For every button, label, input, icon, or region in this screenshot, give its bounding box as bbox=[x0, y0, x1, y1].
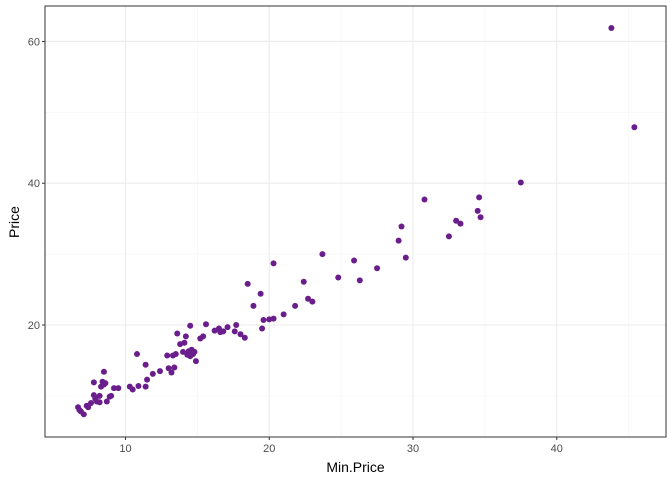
data-point bbox=[257, 290, 264, 297]
data-point bbox=[398, 223, 405, 230]
y-tick-label: 40 bbox=[28, 178, 40, 190]
data-point bbox=[90, 379, 97, 386]
data-point bbox=[292, 302, 299, 309]
data-point bbox=[88, 399, 94, 406]
data-point bbox=[395, 237, 402, 244]
data-point bbox=[172, 351, 179, 358]
data-point bbox=[244, 280, 251, 287]
data-point bbox=[108, 392, 115, 399]
data-point bbox=[164, 352, 171, 359]
data-point bbox=[374, 265, 381, 272]
data-point bbox=[305, 295, 312, 302]
data-point bbox=[351, 257, 358, 264]
x-axis-title: Min.Price bbox=[326, 459, 385, 475]
data-points bbox=[75, 24, 638, 418]
data-point bbox=[474, 207, 481, 214]
data-point bbox=[477, 214, 484, 221]
data-point bbox=[100, 368, 107, 375]
data-point bbox=[631, 124, 638, 131]
data-point bbox=[517, 179, 524, 186]
data-point bbox=[224, 324, 231, 331]
minor-gridlines bbox=[45, 6, 666, 437]
data-point bbox=[233, 321, 240, 328]
data-point bbox=[445, 233, 452, 240]
x-axis-ticks: 10 20 30 40 bbox=[119, 437, 563, 455]
y-tick-label: 60 bbox=[28, 36, 40, 48]
x-tick-label: 10 bbox=[119, 443, 131, 455]
data-point bbox=[203, 321, 209, 328]
data-point bbox=[231, 328, 238, 335]
data-point bbox=[457, 220, 464, 227]
data-point bbox=[165, 365, 172, 372]
data-point bbox=[103, 398, 110, 405]
data-point bbox=[453, 217, 460, 224]
data-point bbox=[102, 380, 109, 387]
data-point bbox=[80, 411, 87, 418]
y-tick-label: 20 bbox=[28, 320, 40, 332]
data-point bbox=[181, 339, 188, 346]
data-point bbox=[135, 382, 142, 389]
data-point bbox=[191, 348, 198, 355]
data-point bbox=[270, 315, 277, 322]
data-point bbox=[129, 386, 136, 393]
data-point bbox=[187, 322, 194, 329]
data-point bbox=[335, 274, 342, 281]
data-point bbox=[174, 330, 181, 337]
data-point bbox=[250, 302, 257, 309]
data-point bbox=[96, 399, 103, 406]
data-point bbox=[142, 361, 149, 368]
data-point bbox=[144, 376, 151, 383]
data-point bbox=[402, 254, 409, 261]
data-point bbox=[280, 311, 287, 318]
data-point bbox=[237, 331, 244, 338]
data-point bbox=[85, 404, 92, 411]
data-point bbox=[142, 383, 149, 390]
y-axis-title: Price bbox=[6, 206, 22, 238]
data-point bbox=[356, 277, 363, 284]
data-point bbox=[319, 251, 326, 258]
plot-panel-border bbox=[44, 5, 667, 438]
data-point bbox=[476, 194, 483, 201]
data-point bbox=[259, 325, 266, 332]
x-tick-label: 40 bbox=[551, 443, 563, 455]
x-tick-label: 20 bbox=[263, 443, 275, 455]
data-point bbox=[96, 392, 103, 399]
data-point bbox=[260, 317, 267, 324]
x-tick-label: 30 bbox=[407, 443, 419, 455]
data-point bbox=[608, 24, 615, 31]
data-point bbox=[134, 351, 140, 358]
data-point bbox=[171, 364, 178, 371]
data-point bbox=[180, 348, 186, 355]
data-point bbox=[220, 328, 227, 335]
data-point bbox=[182, 333, 189, 340]
data-point bbox=[200, 333, 207, 340]
y-axis-ticks: 20 40 60 bbox=[28, 36, 45, 332]
data-point bbox=[309, 298, 316, 305]
data-point bbox=[270, 260, 277, 267]
data-point bbox=[421, 196, 428, 203]
major-gridlines bbox=[45, 6, 666, 437]
data-point bbox=[241, 334, 248, 341]
data-point bbox=[157, 368, 163, 375]
data-point bbox=[300, 278, 307, 285]
data-point bbox=[111, 385, 117, 392]
data-point bbox=[168, 369, 175, 376]
data-point bbox=[192, 358, 199, 365]
data-point bbox=[115, 385, 122, 392]
data-point bbox=[149, 370, 156, 377]
